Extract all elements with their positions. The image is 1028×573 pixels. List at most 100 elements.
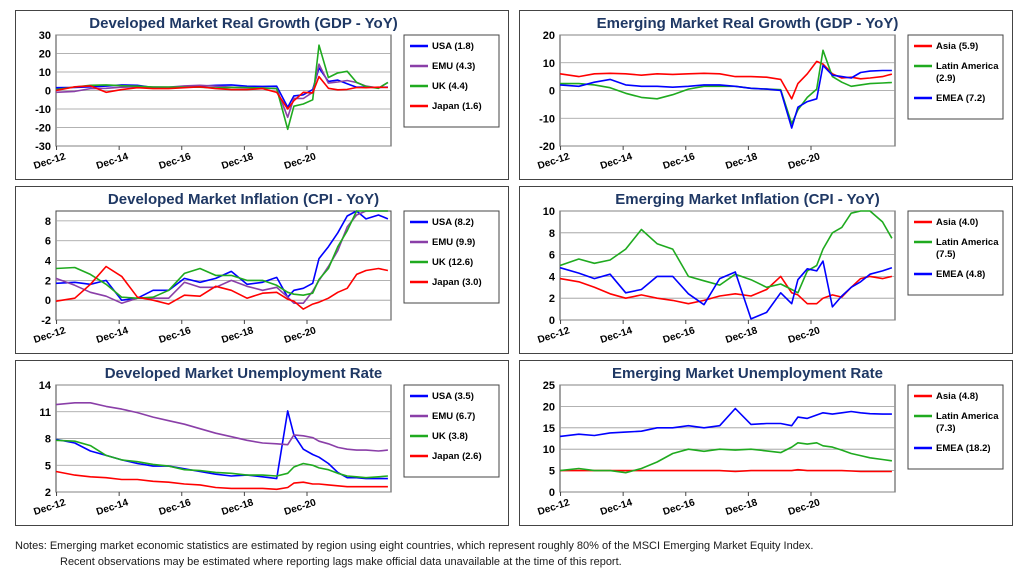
legend-label: EMEA (7.2) [936, 93, 985, 104]
y-tick-label: 10 [543, 444, 555, 456]
y-tick-label: 30 [39, 30, 51, 42]
y-tick-label: 0 [45, 295, 51, 307]
x-tick-label: Dec-16 [158, 151, 193, 172]
chart-dm-unemp: Developed Market Unemployment Rate 2 5 8 11 1… [32, 365, 500, 518]
x-tick-label: Dec-14 [95, 151, 130, 172]
legend-label: UK (3.8) [432, 431, 468, 442]
y-tick-label: 25 [543, 380, 555, 392]
chart-title: Emerging Market Inflation (CPI - YoY) [615, 191, 879, 208]
x-tick-label: Dec-12 [536, 497, 571, 518]
x-tick-label: Dec-12 [536, 151, 571, 172]
y-tick-label: 8 [45, 434, 51, 446]
legend [907, 210, 1004, 296]
series-line [55, 210, 389, 301]
series-line [559, 407, 892, 438]
y-tick-label: -20 [539, 141, 555, 153]
y-tick-label: 2 [549, 293, 555, 305]
legend-label: Latin America [936, 411, 999, 422]
legend-label: Asia (4.8) [936, 391, 978, 402]
y-tick-label: 2 [45, 487, 51, 499]
legend-label: USA (8.2) [432, 217, 474, 228]
y-tick-label: 6 [45, 236, 51, 248]
x-tick-label: Dec-20 [283, 325, 318, 346]
legend-label: Latin America [936, 237, 999, 248]
legend-label: USA (3.5) [432, 391, 474, 402]
y-tick-label: 10 [543, 206, 555, 218]
chart-em-unemp: Emerging Market Unemployment Rate 0 5 10 15 2… [536, 365, 1004, 518]
chart-panel-dm-cpi: Developed Market Inflation (CPI - YoY) -2… [15, 186, 509, 354]
x-tick-label: Dec-14 [599, 325, 634, 346]
series-line [55, 470, 388, 491]
legend-label: EMU (6.7) [432, 411, 475, 422]
legend-label: Latin America [936, 61, 999, 72]
chart-title: Developed Market Unemployment Rate [105, 365, 383, 382]
legend-label: Asia (4.0) [936, 217, 978, 228]
chart-em-cpi: Emerging Market Inflation (CPI - YoY) 0 2 4… [536, 191, 1004, 346]
series-line [55, 75, 388, 110]
chart-dm-gdp: Developed Market Real Growth (GDP - YoY)… [32, 15, 500, 172]
chart-panel-dm-gdp: Developed Market Real Growth (GDP - YoY)… [15, 10, 509, 180]
chart-title: Developed Market Real Growth (GDP - YoY) [89, 15, 397, 32]
x-tick-label: Dec-18 [724, 151, 759, 172]
x-tick-label: Dec-14 [599, 151, 634, 172]
footnote-line-1: Notes: Emerging market economic statisti… [15, 540, 814, 552]
legend-label: USA (1.8) [432, 41, 474, 52]
legend-label: UK (4.4) [432, 81, 468, 92]
legend-label: Japan (2.6) [432, 451, 482, 462]
series-line [559, 260, 893, 320]
y-tick-label: 0 [549, 487, 555, 499]
series-line [55, 439, 388, 479]
x-tick-label: Dec-14 [599, 497, 634, 518]
y-tick-label: 11 [39, 407, 51, 419]
y-tick-label: 20 [543, 30, 555, 42]
x-tick-label: Dec-18 [220, 497, 255, 518]
x-tick-label: Dec-20 [283, 151, 318, 172]
y-tick-label: -20 [35, 123, 51, 135]
x-tick-label: Dec-18 [724, 497, 759, 518]
legend-label: EMU (9.9) [432, 237, 475, 248]
legend-label: EMU (4.3) [432, 61, 475, 72]
y-tick-label: 20 [39, 49, 51, 61]
legend [403, 210, 500, 304]
x-tick-label: Dec-20 [787, 325, 822, 346]
y-tick-label: -30 [35, 141, 51, 153]
series-line [55, 265, 389, 310]
y-tick-label: 0 [549, 86, 555, 98]
series-line [55, 67, 388, 109]
legend-label: EMEA (4.8) [936, 269, 985, 280]
chart-title: Emerging Market Unemployment Rate [612, 365, 883, 382]
x-tick-label: Dec-16 [662, 497, 697, 518]
x-tick-label: Dec-12 [536, 325, 571, 346]
chart-dm-cpi: Developed Market Inflation (CPI - YoY) -2… [32, 191, 500, 346]
y-tick-label: 10 [39, 67, 51, 79]
legend-label: EMEA (18.2) [936, 443, 991, 454]
chart-panel-dm-unemp: Developed Market Unemployment Rate 2 5 8 11 1… [15, 360, 509, 526]
y-tick-label: 10 [543, 58, 555, 70]
x-tick-label: Dec-16 [662, 325, 697, 346]
plot-area [55, 210, 392, 321]
chart-em-gdp: Emerging Market Real Growth (GDP - YoY) -… [536, 15, 1004, 172]
chart-title: Emerging Market Real Growth (GDP - YoY) [597, 15, 899, 32]
chart-panel-em-unemp: Emerging Market Unemployment Rate 0 5 10 15 2… [519, 360, 1013, 526]
y-tick-label: 5 [45, 460, 51, 472]
x-tick-label: Dec-18 [724, 325, 759, 346]
footnotes: Notes: Emerging market economic statisti… [15, 538, 1015, 570]
y-tick-label: 8 [45, 216, 51, 228]
plot-area [559, 210, 896, 321]
legend-label: Asia (5.9) [936, 41, 978, 52]
series-line [559, 210, 893, 294]
series-line [55, 401, 388, 452]
y-tick-label: -10 [35, 104, 51, 116]
x-tick-label: Dec-14 [95, 497, 130, 518]
y-tick-label: 2 [45, 275, 51, 287]
x-tick-label: Dec-20 [787, 151, 822, 172]
series-line [559, 64, 892, 129]
chart-panel-em-cpi: Emerging Market Inflation (CPI - YoY) 0 2 4… [519, 186, 1013, 354]
x-tick-label: Dec-12 [32, 151, 67, 172]
y-tick-label: 6 [549, 250, 555, 262]
series-line [55, 210, 388, 299]
x-tick-label: Dec-14 [95, 325, 130, 346]
y-tick-label: 8 [549, 228, 555, 240]
legend-label: (7.3) [936, 423, 956, 434]
legend-label: Japan (3.0) [432, 277, 482, 288]
